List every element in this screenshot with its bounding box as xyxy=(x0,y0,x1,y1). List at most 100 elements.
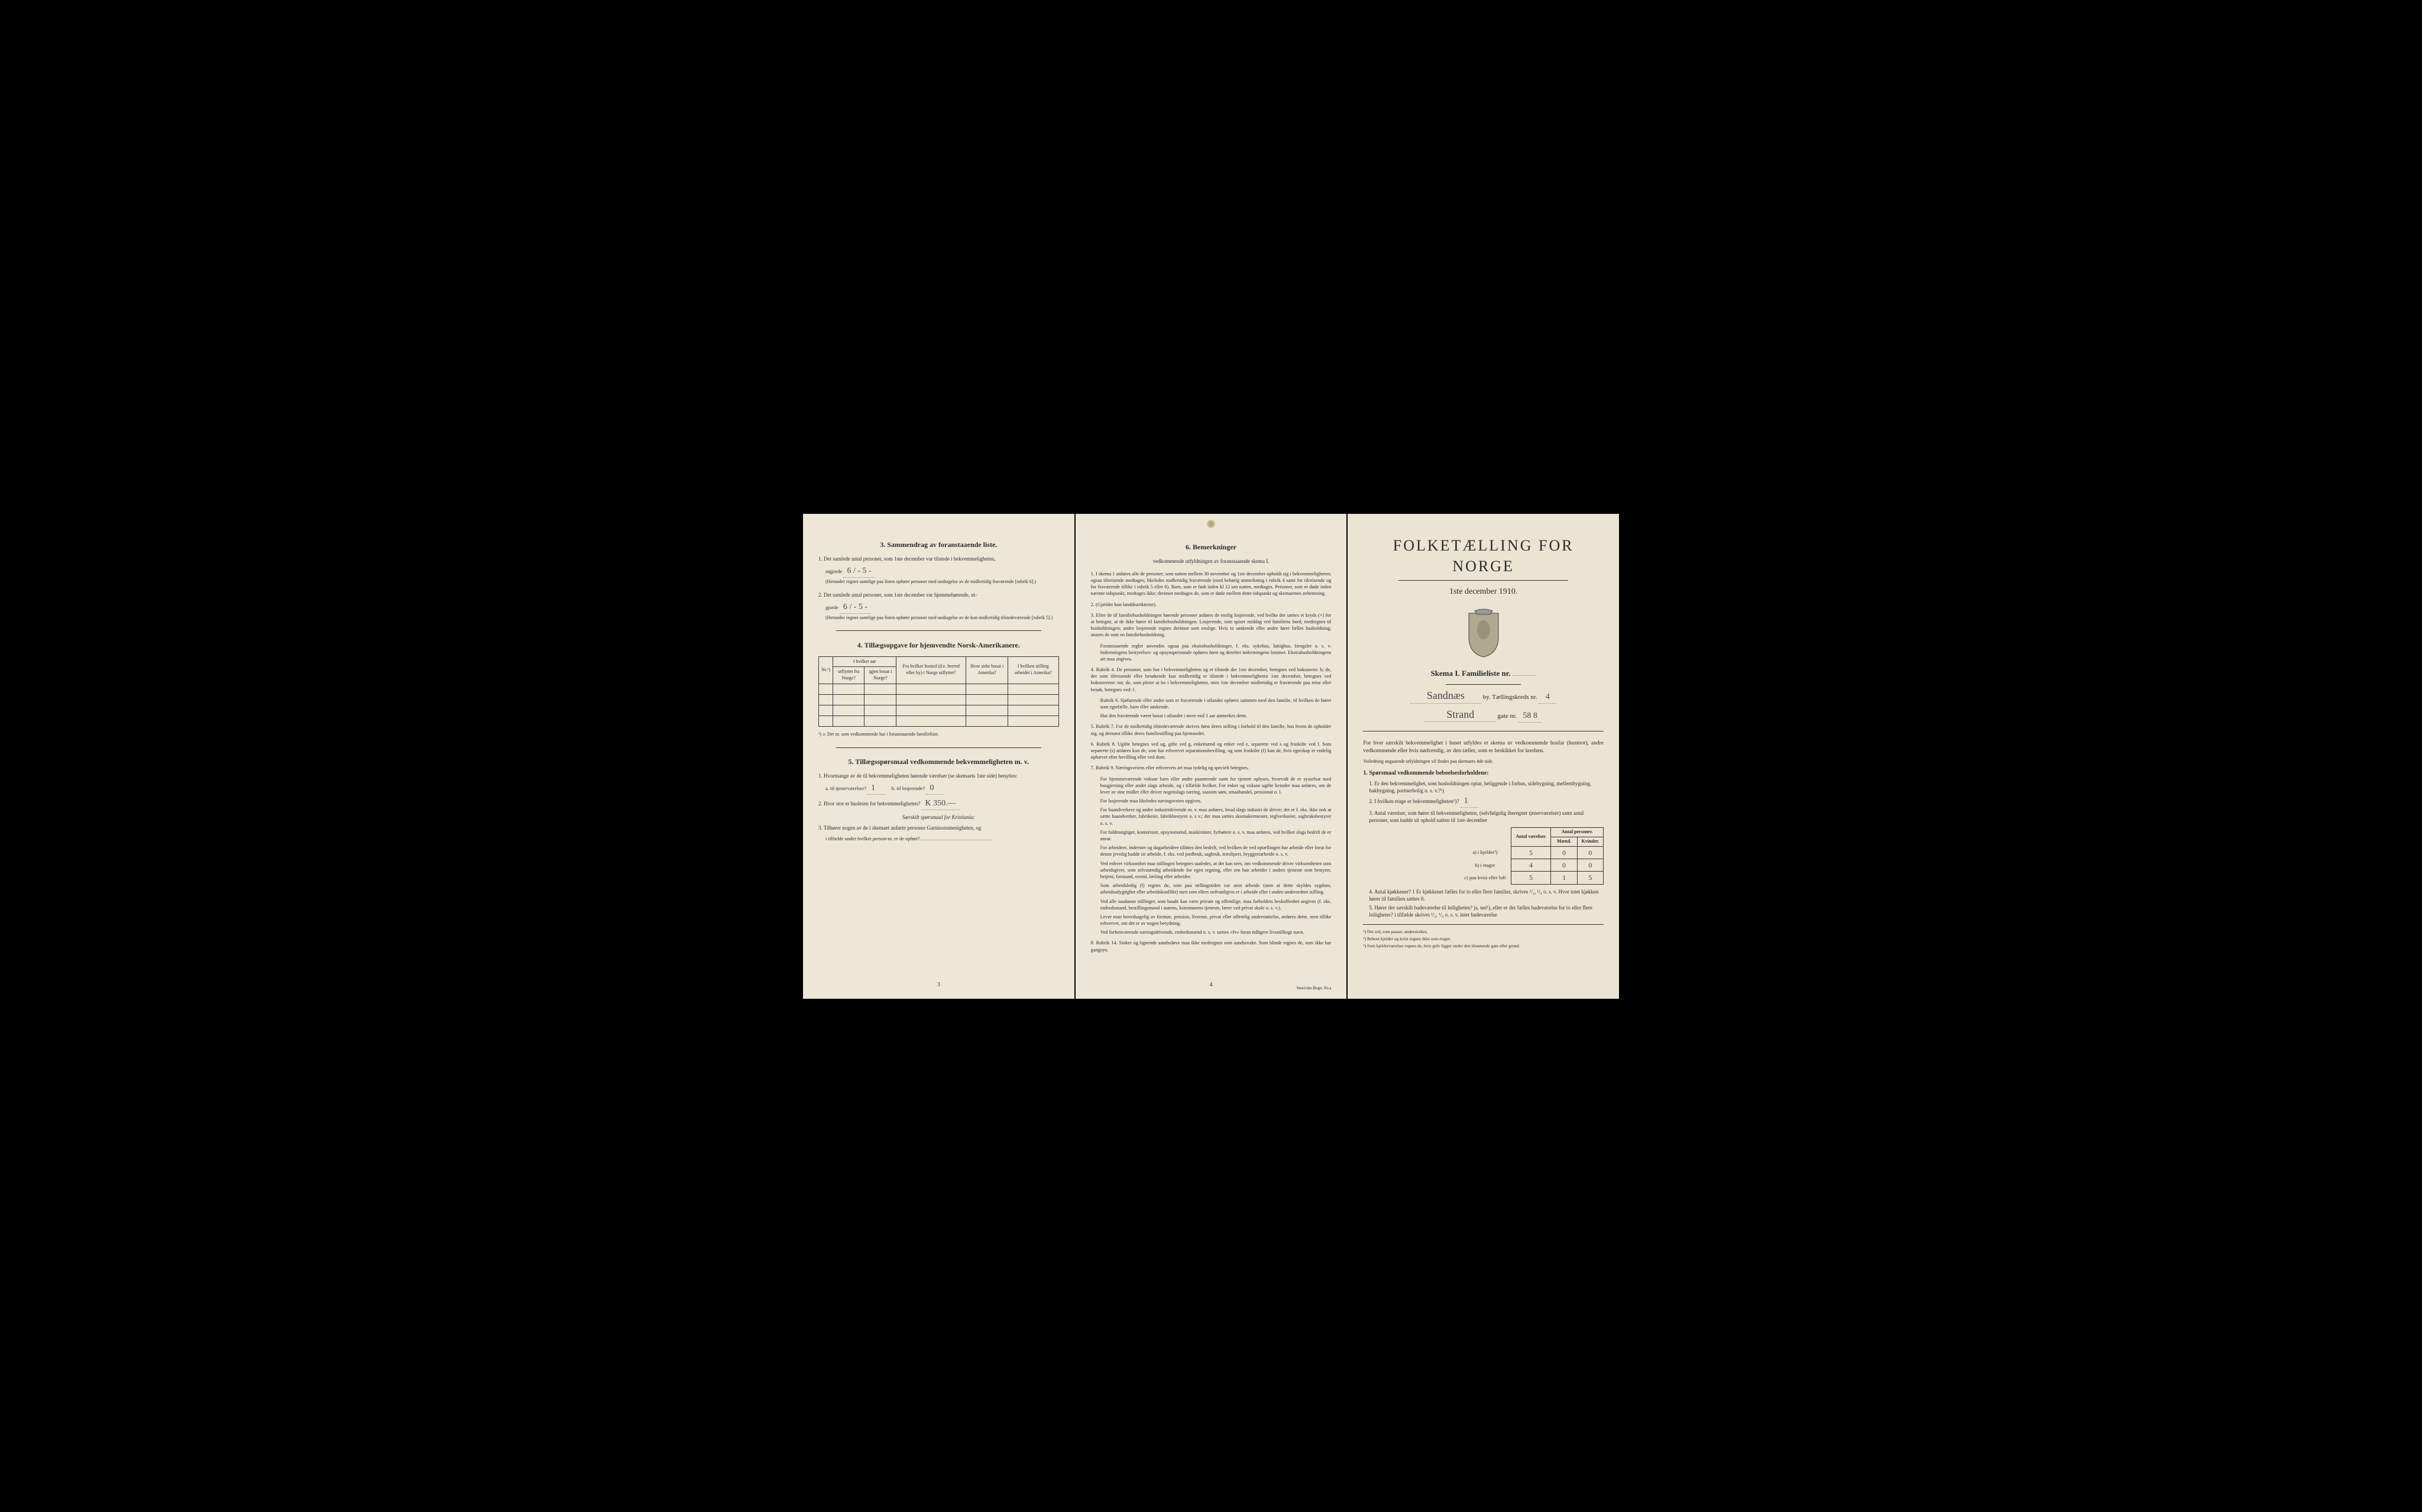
row-c-v: 5 xyxy=(1522,873,1540,882)
table-row xyxy=(819,715,1059,726)
remark-7j: Ved forhenværende næringsdrivende, embed… xyxy=(1100,929,1332,935)
printer-credit: Steen'ske Bogtr. Kr.a xyxy=(1297,986,1332,991)
table-row: c) paa kvist eller loft 5 1 5 xyxy=(1459,872,1604,884)
col-vaerelser: Antal værelser. xyxy=(1511,828,1551,847)
s5-q2: 2. Hvor stor er husleien for bekvemmelig… xyxy=(818,798,1059,810)
s5-q2-note: Særskilt spørsmaal for Kristiania: xyxy=(818,814,1059,821)
footnotes: ¹) Det ord, som passer, understrekes. ²)… xyxy=(1363,924,1604,949)
divider-1 xyxy=(836,630,1041,631)
remark-7g: Som arbeidsledig (l) regnes de, som paa … xyxy=(1100,882,1332,895)
by-line: Sandnæs by. Tællingskreds nr. 4 xyxy=(1363,688,1604,704)
skema-heading: Skema I. Familieliste nr. xyxy=(1363,668,1604,679)
page-number-3: 3 xyxy=(803,981,1074,989)
skema-nr-blank xyxy=(1513,675,1536,676)
q1-label: utgjorde xyxy=(825,568,842,574)
remark-7: 7. Rubrik 9. Næringsveiens eller erhverv… xyxy=(1091,765,1332,771)
skema-rule xyxy=(1446,684,1521,685)
skema-label: Skema I. Familieliste nr. xyxy=(1431,669,1511,678)
remark-4: 4. Rubrik 4. De personer, som bor i bekv… xyxy=(1091,666,1332,693)
row-a-label: a) i kjelder³) xyxy=(1459,847,1511,859)
remark-1: 1. I skema 1 anføres alle de personer, s… xyxy=(1091,571,1332,597)
remark-8: 8. Rubrik 14. Sinker og lignende aandssl… xyxy=(1091,940,1332,953)
s5-q2-value: K 350.— xyxy=(921,798,959,810)
kreds-value: 4 xyxy=(1539,692,1556,704)
q2-note: (Herunder regnes samtlige paa listen opf… xyxy=(825,615,1059,621)
coat-of-arms-icon xyxy=(1363,608,1604,660)
remark-7a: For hjemmeværende voksne barn eller andr… xyxy=(1100,776,1332,796)
q2-label: gjorde xyxy=(825,604,838,610)
col-personer: Antal personer. xyxy=(1551,828,1604,837)
p3-q2: 2. I hvilken etage er bekvemmeligheten²)… xyxy=(1369,796,1604,808)
col-utflyttet: utflyttet fra Norge? xyxy=(833,667,864,684)
page-title: FOLKETÆLLING FOR NORGE 1ste december 191… xyxy=(1348,514,1619,999)
row-b-v: 4 xyxy=(1522,860,1540,870)
col-nr: Nr.¹) xyxy=(819,656,833,684)
census-date: 1ste december 1910. xyxy=(1363,587,1604,598)
row-a-k: 0 xyxy=(1581,848,1599,857)
row-a-v: 5 xyxy=(1522,848,1540,857)
s5-q3: 3. Tilhører nogen av de i skemaet anført… xyxy=(818,824,1059,831)
col-group-year: I hvilket aar xyxy=(833,656,896,667)
gate-label: gate nr. xyxy=(1497,713,1516,720)
col-stilling: I hvilken stilling arbeidet i Amerika? xyxy=(1008,656,1058,684)
divider-2 xyxy=(836,747,1041,748)
section-4-title: 4. Tillægsopgave for hjemvendte Norsk-Am… xyxy=(818,640,1059,650)
section-3-title: 3. Sammendrag av foranstaaende liste. xyxy=(818,540,1059,549)
remark-7i: Lever man hovedsagelig av formue, pensio… xyxy=(1100,914,1332,927)
footnote-2: ²) Beboet kjelder og kvist regnes ikke s… xyxy=(1363,936,1604,942)
remark-6: 6. Rubrik 8. Ugifte betegnes ved ug, gif… xyxy=(1091,741,1332,761)
p3-q5: 5. Hører der særskilt badeværelse til le… xyxy=(1369,904,1604,918)
p3-q3: 3. Antal værelser, som hører til bekvemm… xyxy=(1369,810,1604,824)
s5-q1a-value: 1 xyxy=(867,783,885,795)
q1-line1: 1. Det samlede antal personer, som 1ste … xyxy=(818,555,1059,562)
row-c-m: 1 xyxy=(1555,873,1573,882)
row-b-m: 0 xyxy=(1555,860,1573,870)
table-row: a) i kjelder³) 5 0 0 xyxy=(1459,847,1604,859)
remark-2: 2. (Gjælder kun landdistrikterne). xyxy=(1091,601,1332,608)
s5-q3b-text: i tilfælde under hvilket person-nr. er d… xyxy=(825,836,920,841)
footnote-1: ¹) Det ord, som passer, understrekes. xyxy=(1363,929,1604,935)
table-row: b) i etager 4 0 0 xyxy=(1459,859,1604,872)
table-row xyxy=(819,705,1059,715)
p3-q1: 1. Er den bekvemmelighet, som husholdnin… xyxy=(1369,780,1604,794)
s5-q3b: i tilfælde under hvilket person-nr. er d… xyxy=(825,836,1059,842)
row-b-k: 0 xyxy=(1581,860,1599,870)
s5-q1: 1. Hvormange av de til bekvemmeligheten … xyxy=(818,772,1059,779)
remark-7f: Ved enhver virksomhet maa stillingen bet… xyxy=(1100,860,1332,880)
s5-q1b-label: b. til losjerende? xyxy=(892,785,925,791)
remark-3b: Foranstaaende regler anvendes ogsaa paa … xyxy=(1100,643,1332,663)
intro-small: Veiledning angaaende utfyldningen vil fi… xyxy=(1363,759,1604,765)
q1-note: (Herunder regnes samtlige paa listen opf… xyxy=(825,579,1059,585)
s5-q2-label: 2. Hvor stor er husleien for bekvemmelig… xyxy=(818,801,920,807)
gatenr-value: 58 8 xyxy=(1518,711,1542,723)
p3-q2-label: 2. I hvilken etage er bekvemmeligheten²)… xyxy=(1369,798,1459,804)
remark-7c: For haandverkere og andre industridriven… xyxy=(1100,807,1332,827)
document-triptych: 3. Sammendrag av foranstaaende liste. 1.… xyxy=(803,514,1619,999)
table-row xyxy=(819,684,1059,694)
title-rule xyxy=(1398,580,1568,581)
remark-5: 5. Rubrik 7. For de midlertidig tilstede… xyxy=(1091,723,1332,736)
questions-heading: 1. Spørsmaal vedkommende beboelsesforhol… xyxy=(1363,769,1604,778)
remark-4c: Har den fraværende været bosat i utlande… xyxy=(1100,713,1332,719)
footnote-3: ³) Som kjelderværelser regnes de, hvis g… xyxy=(1363,943,1604,949)
s5-q1ab: a. til tjenerværelser? 1 b. til losjeren… xyxy=(825,783,1059,795)
col-maend: Mænd. xyxy=(1551,837,1577,847)
col-kvinder: Kvinder. xyxy=(1577,837,1603,847)
p3-q2-value: 1 xyxy=(1461,796,1478,808)
rooms-table: Antal værelser. Antal personer. Mænd. Kv… xyxy=(1459,827,1604,884)
gate-line: Strand gate nr. 58 8 xyxy=(1363,707,1604,723)
page-3: 3. Sammendrag av foranstaaende liste. 1.… xyxy=(803,514,1074,999)
remark-7d: For fuldmægtiger, kontorister, opsynsmæn… xyxy=(1100,829,1332,842)
row-b-label: b) i etager xyxy=(1459,859,1511,872)
row-a-m: 0 xyxy=(1555,848,1573,857)
remark-3: 3. Efter de til familiehusholdningen hør… xyxy=(1091,612,1332,639)
remark-7h: Ved alle saadanne stillinger, som baade … xyxy=(1100,898,1332,911)
by-value: Sandnæs xyxy=(1410,688,1481,703)
q2-line1: 2. Det samlede antal personer, som 1ste … xyxy=(818,591,1059,598)
q2-line2: gjorde 6 / - 5 - xyxy=(825,602,1059,614)
q1-line2: utgjorde 6 / - 5 - xyxy=(825,566,1059,578)
q2-value: 6 / - 5 - xyxy=(840,602,871,614)
remark-4b: Rubrik 6. Sjøfarende eller andre som er … xyxy=(1100,697,1332,710)
row-c-k: 5 xyxy=(1581,873,1599,882)
section-4-footnote: ¹) ɔ: Det nr. som vedkommende har i fora… xyxy=(818,731,1059,738)
